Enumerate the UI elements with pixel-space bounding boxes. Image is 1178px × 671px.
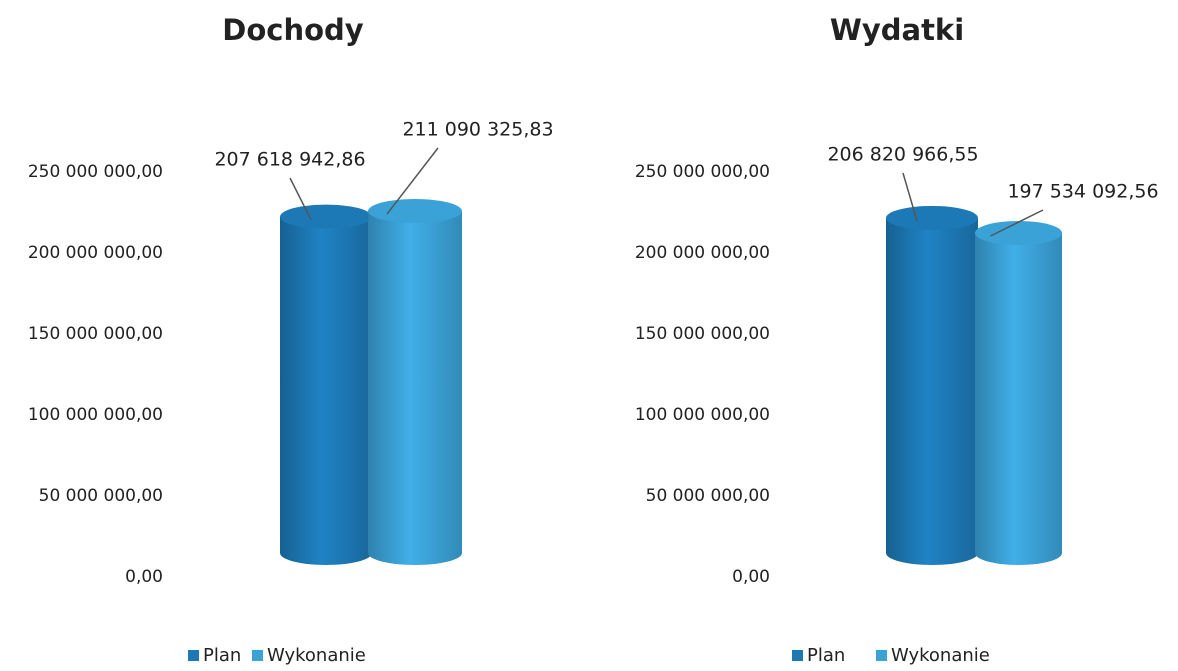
chart-title: Wydatki	[830, 13, 964, 47]
bar-top	[280, 204, 372, 229]
y-tick-label: 50 000 000,00	[646, 486, 770, 506]
y-tick-label: 250 000 000,00	[635, 162, 770, 182]
legend-label: Wykonanie	[891, 645, 990, 666]
leader-line	[902, 172, 918, 222]
bar	[280, 216, 372, 565]
legend-swatch	[188, 650, 199, 661]
y-tick-label: 200 000 000,00	[28, 243, 163, 263]
y-tick-label: 50 000 000,00	[39, 486, 163, 506]
bar-top	[886, 205, 978, 230]
bar-top	[975, 220, 1062, 245]
legend-swatch	[876, 650, 887, 661]
y-tick-label: 200 000 000,00	[635, 243, 770, 263]
bar	[368, 211, 462, 565]
bar	[886, 217, 978, 566]
y-tick-label: 250 000 000,00	[28, 162, 163, 182]
y-tick-label: 0,00	[732, 567, 770, 587]
legend-label: Plan	[203, 645, 241, 666]
legend-swatch	[792, 650, 803, 661]
chart-title: Dochody	[222, 13, 364, 47]
leader-line	[990, 209, 1044, 237]
y-tick-label: 0,00	[125, 567, 163, 587]
legend-label: Wykonanie	[267, 645, 366, 666]
data-label: 207 618 942,86	[214, 149, 365, 171]
y-tick-label: 150 000 000,00	[28, 324, 163, 344]
bar-top	[368, 199, 462, 224]
leader-line	[386, 147, 439, 215]
bar	[975, 232, 1062, 566]
y-tick-label: 100 000 000,00	[635, 405, 770, 425]
data-label: 197 534 092,56	[1007, 181, 1158, 203]
legend-swatch	[252, 650, 263, 661]
legend-label: Plan	[807, 645, 845, 666]
leader-line	[289, 177, 312, 220]
data-label: 206 820 966,55	[827, 144, 978, 166]
y-tick-label: 100 000 000,00	[28, 405, 163, 425]
y-tick-label: 150 000 000,00	[635, 324, 770, 344]
data-label: 211 090 325,83	[402, 119, 553, 141]
